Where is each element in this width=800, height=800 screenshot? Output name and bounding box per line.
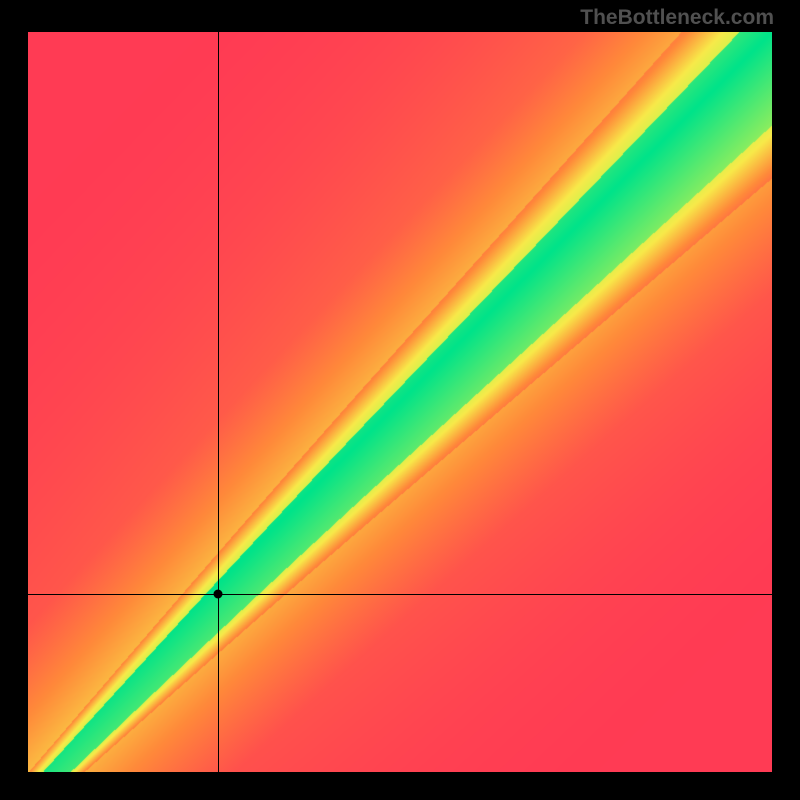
crosshair-marker bbox=[214, 590, 223, 599]
crosshair-vertical bbox=[218, 32, 219, 772]
heatmap-plot bbox=[28, 32, 772, 772]
heatmap-canvas bbox=[28, 32, 772, 772]
watermark-text: TheBottleneck.com bbox=[580, 6, 774, 30]
crosshair-horizontal bbox=[28, 594, 772, 595]
